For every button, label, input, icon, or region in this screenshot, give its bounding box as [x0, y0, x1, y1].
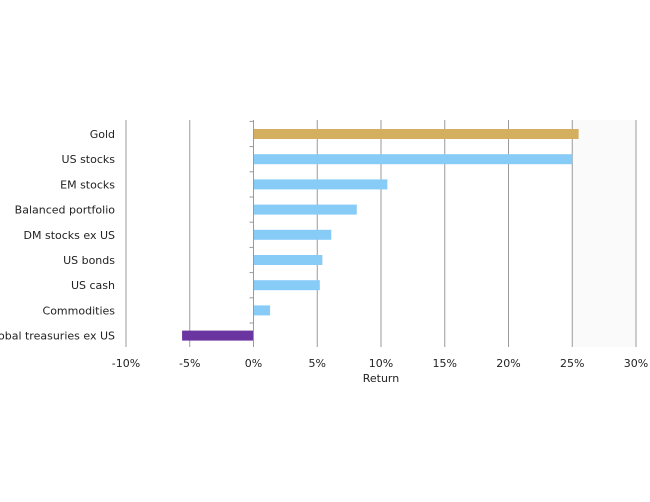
- bar: [253, 179, 388, 190]
- bar: [253, 204, 357, 215]
- bar: [253, 305, 271, 316]
- category-label: US bonds: [63, 254, 115, 267]
- gridlines: [125, 120, 637, 347]
- zero-axis: [249, 120, 254, 347]
- bar: [253, 229, 332, 240]
- bar: [253, 255, 323, 265]
- category-label: US cash: [71, 279, 115, 292]
- x-tick-labels: -10% -5% 0% 5% 10% 15% 20% 25% 30%: [112, 357, 648, 370]
- category-label: EM stocks: [60, 178, 115, 191]
- x-tick-label: 30%: [624, 357, 648, 370]
- bar: [253, 154, 573, 165]
- x-tick-label: 20%: [496, 357, 520, 370]
- x-tick-label: 0%: [245, 357, 262, 370]
- x-tick-label: -10%: [112, 357, 140, 370]
- x-tick-label: 5%: [309, 357, 326, 370]
- category-label: Global treasuries ex US: [0, 330, 115, 343]
- x-axis-title: Return: [363, 372, 400, 385]
- x-tick-label: 10%: [369, 357, 393, 370]
- bar: [253, 129, 579, 139]
- x-tick-label: 15%: [433, 357, 457, 370]
- category-label: Gold: [90, 128, 115, 141]
- bar: [182, 330, 254, 341]
- category-labels: Gold US stocks EM stocks Balanced portfolio…: [0, 128, 115, 343]
- bars: [182, 129, 579, 341]
- x-tick-label: 25%: [560, 357, 584, 370]
- bar: [253, 280, 320, 291]
- category-label: Balanced portfolio: [15, 204, 116, 217]
- category-label: DM stocks ex US: [24, 229, 116, 242]
- plot-shade: [572, 120, 636, 347]
- category-label: Commodities: [43, 304, 116, 317]
- category-label: US stocks: [62, 153, 116, 166]
- x-tick-label: -5%: [179, 357, 200, 370]
